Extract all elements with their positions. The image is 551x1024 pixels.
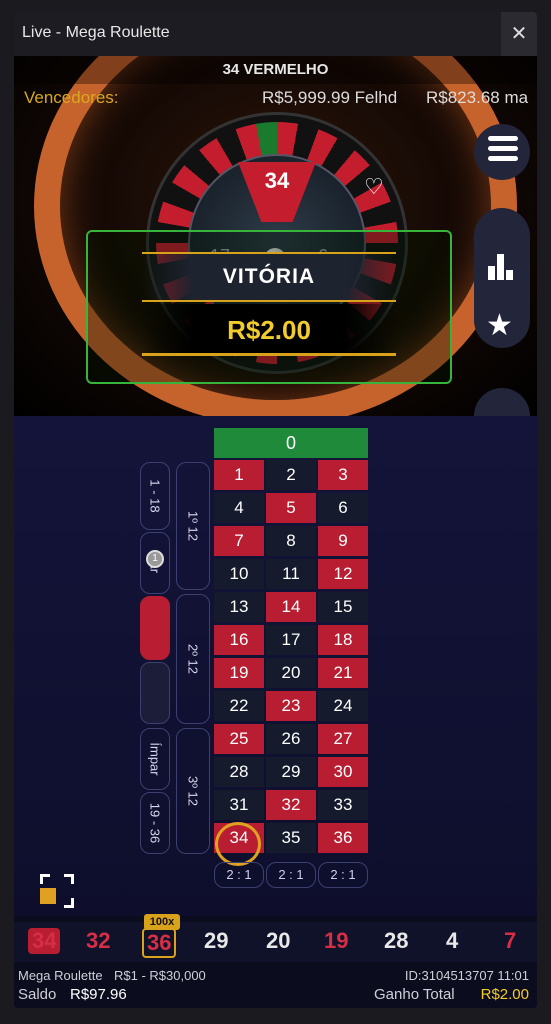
title-bar: Live - Mega Roulette ✕ (14, 12, 537, 56)
win-title: VITÓRIA (142, 252, 396, 302)
bet-label: 1º 12 (185, 510, 201, 542)
bet-spot-black[interactable] (140, 662, 170, 724)
history-result: 19 (324, 928, 349, 953)
bet-spot-number[interactable]: 33 (318, 790, 368, 820)
bet-label: 1 - 18 (147, 479, 163, 513)
bet-spot-even[interactable]: Par (140, 532, 170, 594)
bet-spot-number[interactable]: 21 (318, 658, 368, 688)
bet-spot-dozen-2[interactable]: 2º 12 (176, 594, 210, 724)
bet-spot-number[interactable]: 18 (318, 625, 368, 655)
bet-spot-dozen-1[interactable]: 1º 12 (176, 462, 210, 590)
bet-spot-number[interactable]: 1 (214, 460, 264, 490)
winning-number-marker (215, 822, 261, 866)
history-result: 4 (446, 928, 459, 953)
statistics-icon[interactable] (488, 252, 514, 280)
total-win-value: R$2.00 (480, 986, 529, 1003)
favourite-bets-icon[interactable]: ★ (486, 309, 513, 342)
close-button[interactable]: ✕ (501, 12, 537, 56)
bet-spot-number[interactable]: 25 (214, 724, 264, 754)
bet-spot-number[interactable]: 8 (266, 526, 316, 556)
winners-ticker: Vencedores: R$5,999.99 Felhd R$823.68 ma (14, 86, 537, 112)
result-banner: 34 VERMELHO (14, 56, 537, 84)
bet-label: 3º 12 (185, 775, 201, 807)
bet-spot-high[interactable]: 19 - 36 (140, 792, 170, 854)
bet-label: 2º 12 (185, 643, 201, 675)
bet-spot-number[interactable]: 10 (214, 559, 264, 589)
bet-spot-number[interactable]: 4 (214, 493, 264, 523)
bet-label: 19 - 36 (147, 802, 163, 844)
winners-label: Vencedores: (24, 88, 119, 107)
round-id: ID:3104513707 11:01 (404, 968, 529, 983)
bet-spot-number[interactable]: 36 (318, 823, 368, 853)
bet-spot-number[interactable]: 15 (318, 592, 368, 622)
bet-spot-number[interactable]: 7 (214, 526, 264, 556)
history-result: 32 (86, 928, 111, 953)
history-result: 28 (384, 928, 409, 953)
bet-spot-number[interactable]: 20 (266, 658, 316, 688)
game-window: Live - Mega Roulette ✕ 34 17 6 34 VERMEL… (14, 12, 537, 1008)
winner-entry: R$5,999.99 Felhd (262, 88, 398, 107)
bet-spot-number[interactable]: 22 (214, 691, 264, 721)
bet-spot-number[interactable]: 24 (318, 691, 368, 721)
window-title: Live - Mega Roulette (22, 24, 170, 41)
bet-spot-number[interactable]: 30 (318, 757, 368, 787)
game-name: Mega Roulette (18, 968, 103, 983)
history-result: 20 (266, 928, 291, 953)
wheel-winning-number: 34 (264, 168, 290, 193)
fullscreen-icon[interactable] (40, 874, 74, 908)
bet-spot-number[interactable]: 9 (318, 526, 368, 556)
winner-entry: R$823.68 ma (426, 88, 529, 107)
menu-icon (488, 136, 518, 164)
bet-spot-number[interactable]: 35 (266, 823, 316, 853)
bet-spot-number[interactable]: 32 (266, 790, 316, 820)
menu-button[interactable] (474, 124, 530, 180)
bet-spot-number[interactable]: 29 (266, 757, 316, 787)
balance-value: R$97.96 (70, 986, 127, 1003)
bet-spot-number[interactable]: 6 (318, 493, 368, 523)
bet-spot-number[interactable]: 14 (266, 592, 316, 622)
column-bet-1[interactable]: 2 : 1 (214, 862, 264, 888)
balance-label: Saldo (18, 986, 57, 1003)
heart-icon[interactable]: ♡ (364, 174, 384, 199)
bet-spot-number[interactable]: 2 (266, 460, 316, 490)
bet-spot-dozen-3[interactable]: 3º 12 (176, 728, 210, 854)
column-bet-2[interactable]: 2 : 1 (266, 862, 316, 888)
history-result: 7 (504, 928, 517, 953)
bet-spot-red[interactable] (140, 596, 170, 660)
history-result: 34 (28, 928, 61, 954)
bet-spot-number[interactable]: 5 (266, 493, 316, 523)
bet-spot-number[interactable]: 23 (266, 691, 316, 721)
bet-spot-number[interactable]: 28 (214, 757, 264, 787)
multiplier-badge: 100x (144, 914, 180, 930)
total-win-label: Ganho Total (374, 986, 455, 1003)
footer-bar: Mega Roulette R$1 - R$30,000 ID:31045137… (14, 964, 537, 1008)
bet-spot-number[interactable]: 12 (318, 559, 368, 589)
bet-limits[interactable]: R$1 - R$30,000 (114, 968, 206, 983)
bet-spot-number[interactable]: 27 (318, 724, 368, 754)
bet-spot-number[interactable]: 11 (266, 559, 316, 589)
bet-spot-number[interactable]: 31 (214, 790, 264, 820)
placed-chip[interactable]: 1 (146, 550, 164, 568)
bet-spot-odd[interactable]: Ímpar (140, 728, 170, 790)
bet-spot-number[interactable]: 16 (214, 625, 264, 655)
history-result: 36 (142, 928, 177, 958)
bet-spot-number[interactable]: 13 (214, 592, 264, 622)
history-result: 29 (204, 928, 229, 953)
bet-spot-number[interactable]: 19 (214, 658, 264, 688)
bet-spot-zero[interactable]: 0 (214, 428, 368, 458)
bet-spot-number[interactable]: 17 (266, 625, 316, 655)
column-bet-3[interactable]: 2 : 1 (318, 862, 368, 888)
bet-label: Ímpar (147, 742, 163, 776)
results-history: 34 32 36 29 20 19 28 4 7 (14, 922, 537, 962)
bet-spot-number[interactable]: 3 (318, 460, 368, 490)
bet-spot-number[interactable]: 26 (266, 724, 316, 754)
bet-spot-low[interactable]: 1 - 18 (140, 462, 170, 530)
win-amount: R$2.00 (142, 304, 396, 356)
